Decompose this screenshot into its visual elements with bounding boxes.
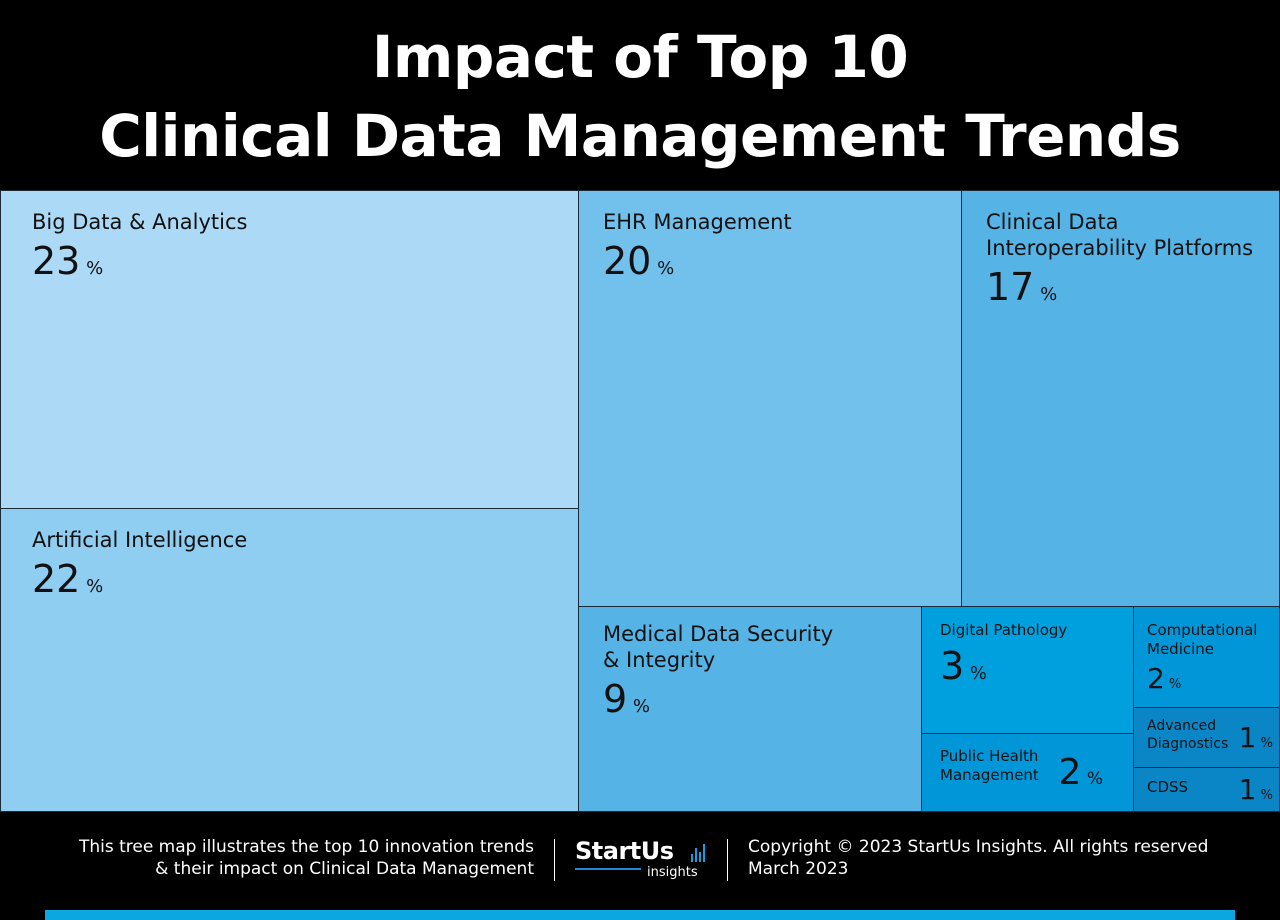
cell-value-unit: %	[1256, 788, 1273, 803]
cell-value: 2 %	[1147, 663, 1181, 701]
cell-label: Clinical Data Interoperability Platforms	[986, 210, 1254, 260]
cell-value-unit: %	[651, 258, 675, 279]
cell-label: Artificial Intelligence	[32, 528, 248, 552]
cell-value-number: 23	[32, 239, 81, 283]
cell-value-unit: %	[80, 576, 104, 597]
cell-value: 22 %	[32, 557, 103, 609]
footer-divider-right	[727, 839, 728, 881]
treemap-cell-medical-data-security-integrity: Medical Data Security & Integrity 9 %	[578, 606, 922, 812]
cell-value-unit: %	[964, 663, 988, 684]
footer-divider-left	[554, 839, 555, 881]
treemap-cell-advanced-diagnostics: Advanced Diagnostics 1 %	[1133, 707, 1280, 768]
cell-value: 23 %	[32, 239, 103, 291]
cell-value-number: 9	[603, 677, 628, 721]
cell-value: 2 %	[1059, 751, 1103, 801]
cell-value: 9 %	[603, 677, 650, 729]
title-line-1: Impact of Top 10	[371, 23, 909, 91]
treemap-cell-computational-medicine: Computational Medicine 2 %	[1133, 606, 1280, 708]
logo-brand-text: StartUs	[575, 837, 674, 865]
cell-label: CDSS	[1147, 778, 1189, 796]
footer: This tree map illustrates the top 10 inn…	[0, 812, 1280, 910]
cell-value-number: 17	[986, 265, 1035, 309]
cell-value-number: 20	[603, 239, 652, 283]
cell-value-unit: %	[1256, 736, 1273, 751]
cell-label: Advanced Diagnostics	[1147, 718, 1229, 752]
cell-value-number: 1	[1238, 721, 1257, 754]
date-text: March 2023	[748, 859, 849, 879]
logo-underline	[575, 868, 641, 870]
logo-sub-text: insights	[647, 865, 698, 880]
cell-value: 1 %	[1239, 721, 1273, 761]
startus-logo: StartUs insights	[575, 837, 715, 887]
cell-label: Digital Pathology	[940, 621, 1068, 639]
cell-value-number: 3	[940, 644, 965, 688]
treemap: Big Data & Analytics 23 % Artificial Intel…	[0, 190, 1280, 812]
title-line-2: Clinical Data Management Trends	[99, 102, 1181, 170]
footer-copyright: Copyright © 2023 StartUs Insights. All r…	[748, 836, 1208, 880]
cell-value: 20 %	[603, 239, 674, 291]
cell-value: 1 %	[1238, 773, 1273, 811]
cell-label: Public Health Management	[940, 747, 1039, 784]
cell-label: Computational Medicine	[1147, 621, 1258, 658]
cell-value: 17 %	[986, 265, 1057, 317]
cell-value-number: 2	[1058, 752, 1082, 793]
cell-value-unit: %	[80, 258, 104, 279]
treemap-cell-public-health-management: Public Health Management 2 %	[921, 733, 1134, 812]
footer-description: This tree map illustrates the top 10 inn…	[14, 836, 534, 880]
cell-value-unit: %	[627, 696, 651, 717]
cell-value: 3 %	[940, 644, 987, 696]
treemap-cell-digital-pathology: Digital Pathology 3 %	[921, 606, 1134, 734]
cell-label: Big Data & Analytics	[32, 210, 248, 234]
description-line-1: This tree map illustrates the top 10 inn…	[78, 837, 534, 857]
cell-label: EHR Management	[603, 210, 792, 234]
treemap-cell-cdss: CDSS 1 %	[1133, 767, 1280, 812]
cell-label: Medical Data Security & Integrity	[603, 622, 834, 672]
treemap-cell-clinical-data-interoperability-platforms: Clinical Data Interoperability Platforms…	[961, 190, 1280, 607]
chart-title: Impact of Top 10 Clinical Data Managemen…	[0, 18, 1280, 176]
cell-value-number: 1	[1238, 773, 1257, 806]
cell-value-unit: %	[1034, 284, 1058, 305]
logo-bars-icon	[691, 842, 707, 862]
copyright-text: Copyright © 2023 StartUs Insights. All r…	[748, 837, 1209, 857]
accent-bar	[45, 910, 1235, 920]
cell-value-unit: %	[1081, 769, 1103, 789]
cell-value-unit: %	[1164, 677, 1182, 692]
treemap-cell-ehr-management: EHR Management 20 %	[578, 190, 962, 607]
description-line-2: & their impact on Clinical Data Manageme…	[155, 859, 534, 879]
treemap-cell-big-data-analytics: Big Data & Analytics 23 %	[0, 190, 579, 509]
treemap-cell-artificial-intelligence: Artificial Intelligence 22 %	[0, 508, 579, 812]
cell-value-number: 22	[32, 557, 81, 601]
cell-value-number: 2	[1147, 662, 1165, 695]
